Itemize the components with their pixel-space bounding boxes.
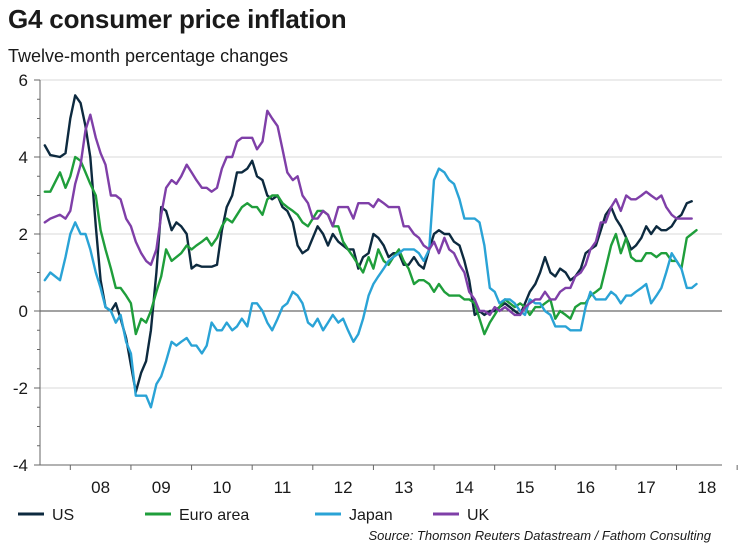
legend: US Euro area Japan UK [18, 507, 490, 524]
chart-subtitle: Twelve-month percentage changes [8, 46, 289, 66]
x-tick-label: 09 [152, 478, 171, 497]
x-tick-label: 08 [91, 478, 110, 497]
y-tick-label: -2 [13, 379, 28, 398]
y-tick-label: 0 [19, 302, 28, 321]
x-tick-label: 16 [576, 478, 595, 497]
legend-label: US [52, 507, 74, 524]
series-line-us [43, 94, 693, 394]
y-tick-label: 2 [19, 225, 28, 244]
x-tick-label: 18 [697, 478, 716, 497]
x-tick-label: 10 [212, 478, 231, 497]
x-tick-label: 11 [274, 478, 292, 497]
y-tick-label: 6 [19, 71, 28, 90]
x-tick-label: 14 [455, 478, 474, 497]
x-tick-label: 15 [516, 478, 535, 497]
x-tick-label: 17 [637, 478, 656, 497]
series-lines [43, 94, 698, 409]
x-tick-label: 13 [394, 478, 413, 497]
series-line-japan [43, 167, 698, 409]
source-note: Source: Thomson Reuters Datastream / Fat… [368, 528, 711, 543]
legend-label: Euro area [179, 507, 249, 524]
x-tick-label: 12 [334, 478, 353, 497]
legend-label: Japan [349, 507, 393, 524]
y-tick-label: -4 [13, 456, 28, 475]
legend-label: UK [467, 507, 490, 524]
gridlines [40, 79, 722, 389]
series-line-uk [43, 109, 693, 317]
y-tick-label: 4 [19, 148, 28, 167]
axes: 6 4 2 0 -2 -4 08 09 10 11 12 13 14 15 16 17 18 [13, 71, 738, 497]
chart-title: G4 consumer price inflation [8, 4, 347, 34]
